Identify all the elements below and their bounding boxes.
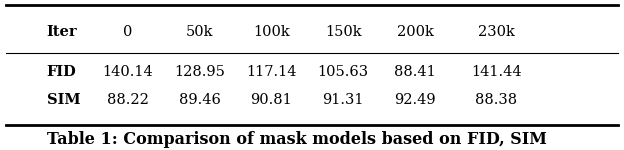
Text: 117.14: 117.14 xyxy=(246,65,296,79)
Text: 90.81: 90.81 xyxy=(251,93,292,108)
Text: 88.38: 88.38 xyxy=(475,93,517,108)
Text: SIM: SIM xyxy=(47,93,80,108)
Text: 91.31: 91.31 xyxy=(323,93,364,108)
Text: 100k: 100k xyxy=(253,24,290,39)
Text: 141.44: 141.44 xyxy=(470,65,522,79)
Text: FID: FID xyxy=(47,65,77,79)
Text: 140.14: 140.14 xyxy=(102,65,154,79)
Text: 92.49: 92.49 xyxy=(394,93,436,108)
Text: 88.41: 88.41 xyxy=(394,65,436,79)
Text: 89.46: 89.46 xyxy=(178,93,221,108)
Text: 0: 0 xyxy=(123,24,133,39)
Text: 50k: 50k xyxy=(186,24,213,39)
Text: Iter: Iter xyxy=(47,24,77,39)
Text: 88.22: 88.22 xyxy=(107,93,149,108)
Text: 150k: 150k xyxy=(325,24,361,39)
Text: Table 1: Comparison of mask models based on FID, SIM: Table 1: Comparison of mask models based… xyxy=(47,131,547,148)
Text: 230k: 230k xyxy=(477,24,515,39)
Text: 200k: 200k xyxy=(396,24,434,39)
Text: 128.95: 128.95 xyxy=(174,65,225,79)
Text: 105.63: 105.63 xyxy=(318,65,369,79)
